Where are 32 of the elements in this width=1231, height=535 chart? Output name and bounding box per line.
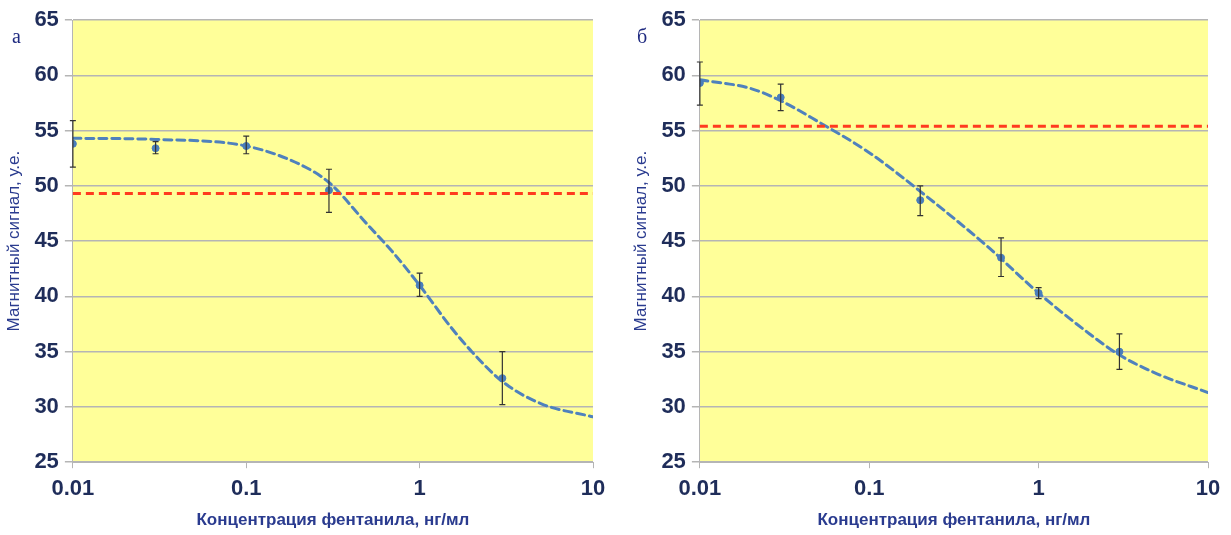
y-tick-label: 45	[661, 227, 686, 253]
x-tick-label: 0.1	[230, 475, 262, 501]
x-axis-title: Концентрация фентанила, нг/мл	[196, 510, 470, 530]
y-axis-title: Магнитный сигнал, у.е.	[3, 150, 23, 332]
y-tick-label: 60	[34, 61, 59, 87]
y-tick-label: 25	[661, 448, 686, 474]
y-tick-label: 60	[661, 61, 686, 87]
y-tick-label: 35	[34, 337, 59, 363]
y-tick-label: 30	[661, 392, 686, 418]
x-tick-label: 0.01	[51, 475, 95, 501]
y-tick-label: 35	[661, 337, 686, 363]
y-tick-label: 50	[34, 171, 59, 197]
x-tick-label: 0.01	[678, 475, 722, 501]
y-tick-label: 55	[661, 116, 686, 142]
x-tick-label: 10	[580, 475, 606, 501]
x-axis-title: Концентрация фентанила, нг/мл	[817, 510, 1091, 530]
y-tick-label: 65	[34, 6, 59, 32]
y-tick-label: 65	[661, 6, 686, 32]
y-tick-label: 25	[34, 448, 59, 474]
chart-title: б	[637, 25, 648, 48]
x-tick-label: 1	[1032, 475, 1045, 501]
y-tick-label: 55	[34, 116, 59, 142]
x-tick-label: 0.1	[853, 475, 885, 501]
y-tick-label: 50	[661, 171, 686, 197]
x-tick-label: 10	[1195, 475, 1221, 501]
y-tick-label: 40	[34, 282, 59, 308]
y-tick-label: 40	[661, 282, 686, 308]
y-tick-label: 45	[34, 227, 59, 253]
y-axis-title: Магнитный сигнал, у.е.	[630, 150, 650, 332]
chart-title: а	[12, 25, 21, 48]
x-tick-label: 1	[413, 475, 426, 501]
y-tick-label: 30	[34, 392, 59, 418]
